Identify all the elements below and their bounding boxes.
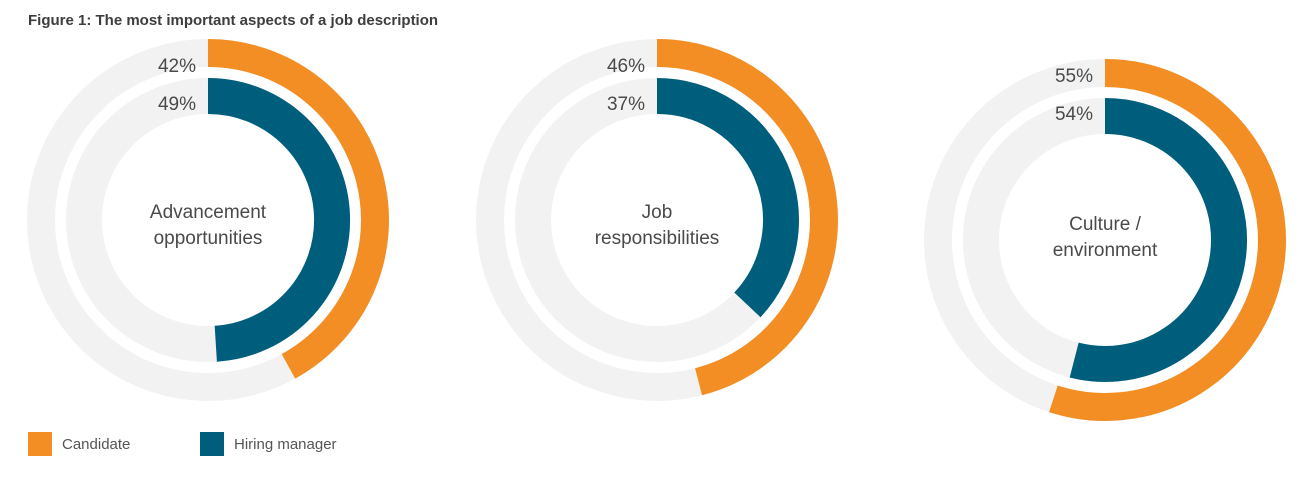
center-label-3-line-2: environment bbox=[1053, 240, 1158, 261]
hiring-manager-arc-1 bbox=[207, 78, 351, 362]
hiring-manager-arc-2 bbox=[656, 78, 799, 318]
center-label-2-line-1: Job bbox=[642, 202, 673, 223]
hiring-manager-value-label-2: 37% bbox=[607, 94, 645, 115]
candidate-arc-3 bbox=[1049, 59, 1286, 421]
center-label-1-line-1: Advancement bbox=[150, 202, 267, 223]
legend-candidate: Candidate bbox=[28, 432, 130, 456]
donut-1: 42% 49% Advancement opportunities bbox=[27, 39, 389, 401]
hiring-manager-value-label-1: 49% bbox=[158, 94, 196, 115]
donut-3: 55% 54% Culture / environment bbox=[924, 59, 1286, 421]
legend-swatch-candidate bbox=[28, 432, 52, 456]
legend-label-hiring-manager: Hiring manager bbox=[234, 435, 337, 453]
candidate-arc-1 bbox=[207, 39, 389, 379]
legend-hiring-manager: Hiring manager bbox=[200, 432, 337, 456]
center-label-1-line-2: opportunities bbox=[154, 228, 263, 249]
center-label-2-line-2: responsibilities bbox=[595, 228, 720, 249]
hiring-manager-value-label-3: 54% bbox=[1055, 104, 1093, 125]
hiring-manager-arc-3 bbox=[1069, 98, 1247, 382]
legend-label-candidate: Candidate bbox=[62, 435, 131, 453]
donut-2: 46% 37% Job responsibilities bbox=[476, 39, 838, 401]
chart-title: Figure 1: The most important aspects of … bbox=[28, 12, 439, 29]
candidate-value-label-3: 55% bbox=[1055, 66, 1093, 87]
center-label-3-line-1: Culture / bbox=[1069, 214, 1142, 235]
legend-swatch-hiring-manager bbox=[200, 432, 224, 456]
candidate-value-label-1: 42% bbox=[158, 56, 196, 77]
candidate-arc-2 bbox=[656, 39, 838, 396]
candidate-value-label-2: 46% bbox=[607, 56, 645, 77]
